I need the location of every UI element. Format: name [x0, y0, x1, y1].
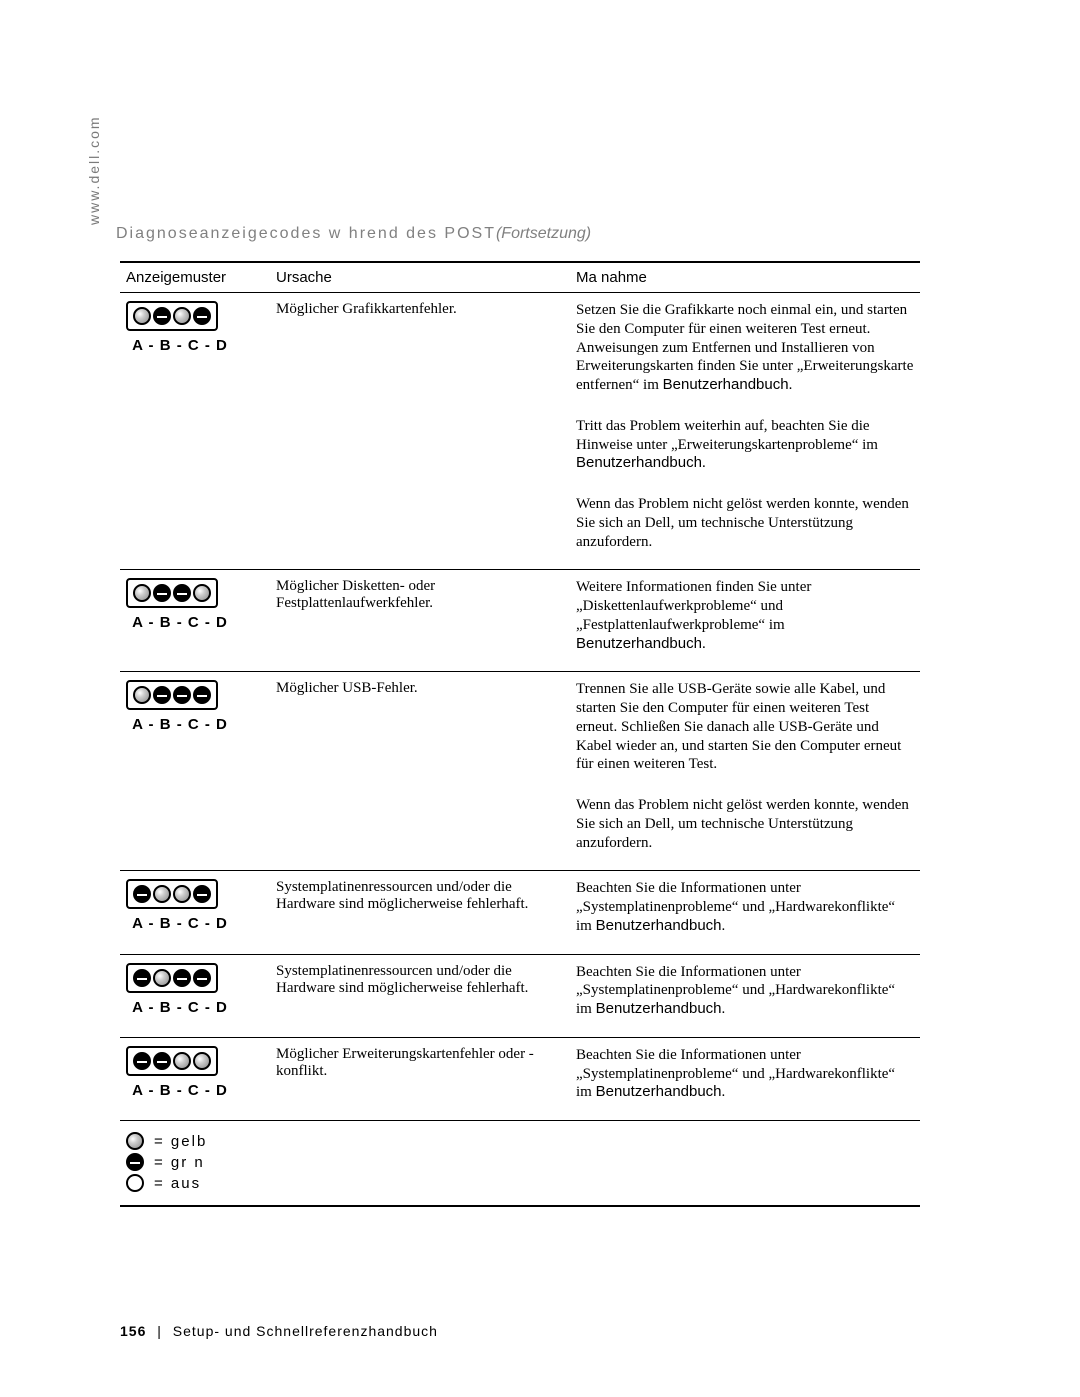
action-text: Beachten Sie die Informationen unter „Sy…: [576, 1046, 914, 1102]
led-green-icon: [153, 686, 171, 704]
led-yellow-icon: [133, 307, 151, 325]
document-page: www.dell.com Diagnoseanzeigecodes w hren…: [0, 0, 1080, 1397]
footer-divider: |: [157, 1323, 162, 1339]
table-row: A - B - C - D Möglicher Grafikkartenfehle…: [120, 293, 920, 413]
header-action: Ma nahme: [570, 262, 920, 293]
led-green-icon: [153, 1052, 171, 1070]
led-yellow-icon: [153, 885, 171, 903]
led-yellow-icon: [193, 584, 211, 602]
manual-reference: Benutzerhandbuch: [596, 917, 722, 934]
legend-label: = gr n: [154, 1154, 205, 1171]
action-text: Beachten Sie die Informationen unter „Sy…: [576, 963, 914, 1019]
table-row: Wenn das Problem nicht gelöst werden kon…: [120, 491, 920, 570]
led-yellow-icon: [133, 584, 151, 602]
legend-row: = aus: [126, 1174, 914, 1192]
diagnostics-table: Anzeigemuster Ursache Ma nahme A - B - C…: [120, 261, 920, 1120]
table-row: A - B - C - D Systemplatinenressourcen un…: [120, 954, 920, 1037]
cause-text: Möglicher Grafikkartenfehler.: [270, 293, 570, 413]
led-green-icon: [153, 584, 171, 602]
cause-text: Möglicher Disketten- oder Festplattenlau…: [270, 570, 570, 672]
led-green-icon: [173, 969, 191, 987]
led-yellow-icon: [173, 307, 191, 325]
abcd-label: A - B - C - D: [126, 716, 234, 733]
led-pattern: [126, 963, 218, 993]
section-title: Diagnoseanzeigecodes w hrend des POST(Fo…: [116, 225, 920, 243]
led-green-icon: [133, 969, 151, 987]
led-pattern: [126, 578, 218, 608]
led-yellow-icon: [193, 1052, 211, 1070]
manual-reference: Benutzerhandbuch: [576, 635, 702, 652]
manual-reference: Benutzerhandbuch: [576, 454, 702, 471]
legend-led-green-icon: [126, 1153, 144, 1171]
title-continued: (Fortsetzung): [496, 225, 591, 242]
title-main: Diagnoseanzeigecodes w hrend des POST: [116, 225, 496, 242]
page-footer: 156 | Setup- und Schnellreferenzhandbuch: [120, 1323, 438, 1339]
cause-text: Möglicher USB-Fehler.: [270, 672, 570, 792]
led-green-icon: [173, 584, 191, 602]
page-number: 156: [120, 1323, 146, 1339]
action-text: Weitere Informationen finden Sie unter „…: [576, 578, 914, 653]
led-pattern: [126, 301, 218, 331]
cause-text: Systemplatinenressourcen und/oder die Ha…: [270, 871, 570, 954]
header-cause: Ursache: [270, 262, 570, 293]
legend-label: = gelb: [154, 1133, 207, 1150]
action-text: Setzen Sie die Grafikkarte noch einmal e…: [576, 301, 914, 395]
manual-reference: Benutzerhandbuch: [596, 1083, 722, 1100]
table-row: Wenn das Problem nicht gelöst werden kon…: [120, 792, 920, 871]
table-row: A - B - C - D Möglicher Erweiterungskarte…: [120, 1037, 920, 1120]
abcd-label: A - B - C - D: [126, 915, 234, 932]
led-green-icon: [193, 969, 211, 987]
led-green-icon: [193, 686, 211, 704]
led-yellow-icon: [153, 969, 171, 987]
action-text: Trennen Sie alle USB-Geräte sowie alle K…: [576, 680, 914, 774]
cause-text: Möglicher Erweiterungskartenfehler oder …: [270, 1037, 570, 1120]
header-pattern: Anzeigemuster: [120, 262, 270, 293]
led-yellow-icon: [133, 686, 151, 704]
led-pattern: [126, 680, 218, 710]
led-green-icon: [133, 885, 151, 903]
footer-book: Setup- und Schnellreferenzhandbuch: [173, 1323, 438, 1339]
action-text: Wenn das Problem nicht gelöst werden kon…: [576, 796, 914, 852]
table-row: A - B - C - D Möglicher USB-Fehler.Trenne…: [120, 672, 920, 792]
led-green-icon: [133, 1052, 151, 1070]
legend-led-off-icon: [126, 1174, 144, 1192]
abcd-label: A - B - C - D: [126, 337, 234, 354]
led-pattern: [126, 1046, 218, 1076]
table-row: A - B - C - D Möglicher Disketten- oder F…: [120, 570, 920, 672]
legend-led-yellow-icon: [126, 1132, 144, 1150]
abcd-label: A - B - C - D: [126, 999, 234, 1016]
manual-reference: Benutzerhandbuch: [596, 1000, 722, 1017]
legend-label: = aus: [154, 1175, 201, 1192]
cause-text: Systemplatinenressourcen und/oder die Ha…: [270, 954, 570, 1037]
led-yellow-icon: [173, 885, 191, 903]
led-green-icon: [193, 307, 211, 325]
led-yellow-icon: [173, 1052, 191, 1070]
legend-row: = gelb: [126, 1132, 914, 1150]
manual-reference: Benutzerhandbuch: [663, 376, 789, 393]
legend-row: = gr n: [126, 1153, 914, 1171]
led-green-icon: [173, 686, 191, 704]
abcd-label: A - B - C - D: [126, 614, 234, 631]
led-green-icon: [153, 307, 171, 325]
action-text: Wenn das Problem nicht gelöst werden kon…: [576, 495, 914, 551]
action-text: Tritt das Problem weiterhin auf, beachte…: [576, 417, 914, 473]
led-green-icon: [193, 885, 211, 903]
side-url: www.dell.com: [86, 115, 102, 225]
abcd-label: A - B - C - D: [126, 1082, 234, 1099]
action-text: Beachten Sie die Informationen unter „Sy…: [576, 879, 914, 935]
table-row: Tritt das Problem weiterhin auf, beachte…: [120, 413, 920, 491]
led-pattern: [126, 879, 218, 909]
led-legend: = gelb = gr n = aus: [120, 1120, 920, 1207]
table-row: A - B - C - D Systemplatinenressourcen un…: [120, 871, 920, 954]
